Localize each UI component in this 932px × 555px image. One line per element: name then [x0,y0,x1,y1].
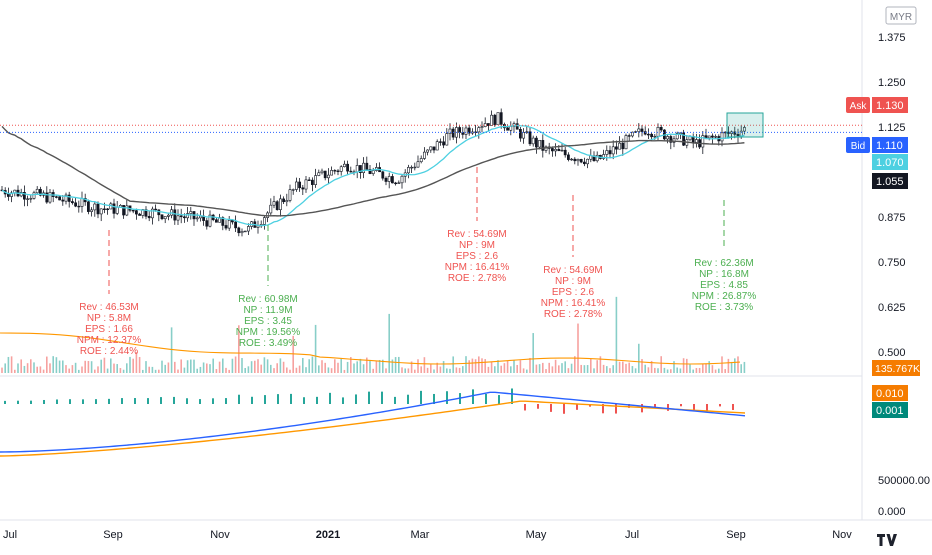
annotation-line: ROE : 2.78% [448,273,506,284]
time-axis-label: Nov [210,529,230,541]
annotation-line: EPS : 3.45 [244,316,292,327]
volume-ma-line [0,332,741,365]
ask-tag-value: 1.130 [876,100,904,112]
annotation-line: Rev : 46.53M [79,302,138,313]
currency-label: MYR [890,12,912,23]
annotation-line: NPM : 16.41% [445,262,510,273]
macd-tag: 0.010 [872,385,908,401]
annotation-line: Rev : 54.69M [543,265,602,276]
time-axis-label: Jul [3,529,17,541]
annotation-line: NPM : 12.37% [77,335,142,346]
annotation-line: Rev : 60.98M [238,294,297,305]
ma-tag-value: 1.070 [876,157,904,169]
price-tick-label: 0.875 [878,212,906,224]
time-axis-label: May [526,529,547,541]
volume-bars [1,296,746,373]
time-axis-label: Sep [103,529,123,541]
price-tick-label: 1.125 [878,122,906,134]
annotation-line: NP : 16.8M [699,269,749,280]
ma-tag: 1.070 [872,154,908,170]
time-axis-label: Nov [832,529,852,541]
bid-tag-value: 1.110 [876,140,903,152]
annotation-line: ROE : 2.78% [544,309,602,320]
annotation-line: NPM : 19.56% [236,327,301,338]
annotation-line: NPM : 16.41% [541,298,606,309]
annotation-line: ROE : 3.49% [239,338,297,349]
annotation-line: NP : 11.9M [243,305,292,316]
ask-tag-label: Ask [850,101,868,112]
price-tick-label: 1.375 [878,32,906,44]
highlight-box [726,112,764,138]
price-tick-label: 0.625 [878,302,906,314]
volume-tick-label: 500000.00 [878,475,930,487]
last-price-tag-value: 1.055 [876,176,904,188]
annotation-line: EPS : 2.6 [552,287,595,298]
annotation-line: ROE : 2.44% [80,346,138,357]
ma-slow-line [1,125,745,217]
price-tick-label: 0.500 [878,347,906,359]
volume-tag: 135.767K [872,360,920,376]
time-axis-label: Mar [411,529,430,541]
volume-tick-label: 0.000 [878,506,906,518]
currency-box: MYR [885,6,917,25]
annotation-line: EPS : 1.66 [85,324,133,335]
signal-tag: 0.001 [872,402,908,418]
signal-line [0,400,746,457]
last-price-tag: 1.055 [872,173,908,189]
bid-tag-label: Bid [851,141,865,152]
candles [0,108,746,237]
annotation-line: NP : 5.8M [87,313,131,324]
signal-tag-value: 0.001 [876,405,904,417]
bid-tag: Bid 1.110 [846,137,908,153]
ask-tag: Ask 1.130 [846,97,908,113]
macd-tag-value: 0.010 [876,388,904,400]
time-axis-label: Sep [726,529,746,541]
annotation-line: NP : 9M [459,240,495,251]
annotation-line: NP : 9M [555,276,591,287]
time-axis-label: Jul [625,529,639,541]
annotation-line: EPS : 4.85 [700,280,748,291]
tradingview-logo-icon [877,534,897,546]
volume-value: 135.767K [875,363,920,375]
price-tick-label: 0.750 [878,257,906,269]
annotation-line: EPS : 2.6 [456,251,499,262]
annotation-line: NPM : 26.87% [692,291,757,302]
annotation-line: Rev : 62.36M [694,258,753,269]
macd-histogram [4,388,734,414]
ma-fast-line [1,124,745,227]
time-axis-label: 2021 [316,529,340,541]
price-tick-label: 1.250 [878,77,906,89]
annotation-line: ROE : 3.73% [695,302,753,313]
annotation-line: Rev : 54.69M [447,229,506,240]
macd-line [0,391,746,453]
